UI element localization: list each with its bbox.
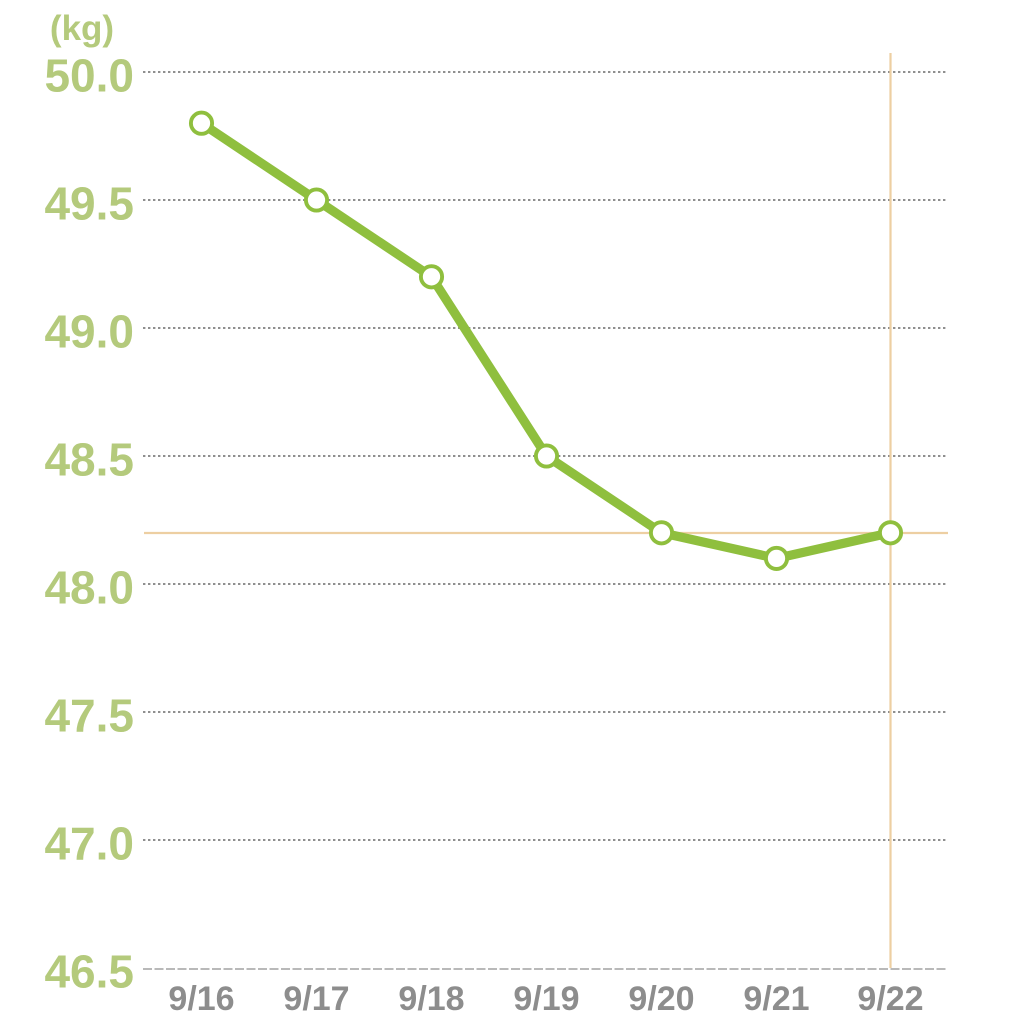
svg-text:49.5: 49.5 (44, 178, 134, 230)
svg-text:50.0: 50.0 (44, 50, 134, 102)
svg-text:48.0: 48.0 (44, 562, 134, 614)
svg-text:46.5: 46.5 (44, 946, 134, 998)
svg-text:9/20: 9/20 (628, 980, 694, 1018)
svg-text:49.0: 49.0 (44, 306, 134, 358)
svg-text:47.5: 47.5 (44, 690, 134, 742)
svg-text:9/18: 9/18 (398, 980, 464, 1018)
svg-text:47.0: 47.0 (44, 818, 134, 870)
svg-text:9/21: 9/21 (743, 980, 809, 1018)
svg-text:9/22: 9/22 (857, 980, 923, 1018)
svg-text:(kg): (kg) (50, 9, 114, 48)
svg-text:48.5: 48.5 (44, 434, 134, 486)
svg-text:9/17: 9/17 (283, 980, 349, 1018)
svg-text:9/19: 9/19 (513, 980, 579, 1018)
svg-text:9/16: 9/16 (168, 980, 234, 1018)
